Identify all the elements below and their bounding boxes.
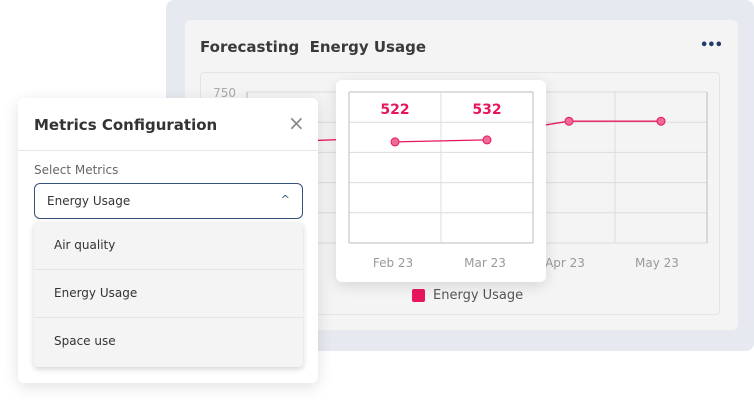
metrics-select[interactable]: Energy Usage ^ xyxy=(34,183,303,219)
x-tick-label: Feb 23 xyxy=(373,256,413,270)
series-line xyxy=(394,139,488,143)
divider xyxy=(18,150,318,151)
data-point xyxy=(390,137,400,147)
legend-swatch xyxy=(412,289,425,302)
card-title: Forecasting Energy Usage xyxy=(200,38,427,56)
x-tick-label: May 23 xyxy=(635,256,679,270)
legend-label: Energy Usage xyxy=(433,288,524,303)
option-space-use[interactable]: Space use xyxy=(54,334,116,348)
selected-value: Energy Usage xyxy=(47,194,131,208)
x-tick-label: Apr 23 xyxy=(545,256,585,270)
data-point xyxy=(482,135,492,145)
data-point xyxy=(564,116,574,126)
chevron-up-icon: ^ xyxy=(280,193,290,206)
dialog-title: Metrics Configuration xyxy=(34,116,218,134)
x-tick-label: Mar 23 xyxy=(464,256,506,270)
option-energy-usage[interactable]: Energy Usage xyxy=(34,270,303,318)
metrics-dropdown-list: Air quality Energy Usage Space use xyxy=(34,222,303,367)
data-label: 532 xyxy=(472,102,501,118)
chart-legend[interactable]: Energy Usage xyxy=(412,288,523,303)
data-label: 522 xyxy=(380,102,409,118)
y-tick-label: 750 xyxy=(213,86,236,100)
select-metrics-label: Select Metrics xyxy=(34,163,119,177)
close-icon[interactable]: × xyxy=(288,111,305,135)
data-point xyxy=(656,116,666,126)
option-air-quality[interactable]: Air quality xyxy=(34,222,303,270)
metrics-configuration-dialog: Metrics Configuration × Select Metrics E… xyxy=(18,98,318,383)
more-horizontal-icon[interactable]: ••• xyxy=(700,38,723,53)
